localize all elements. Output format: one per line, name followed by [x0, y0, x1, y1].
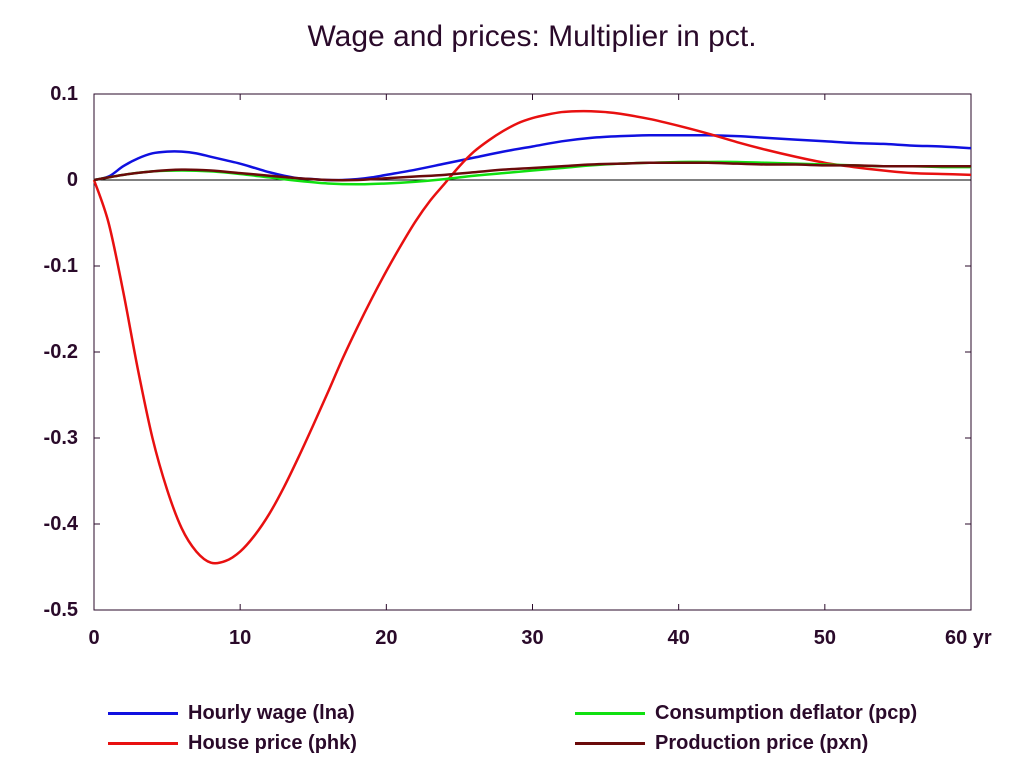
- y-tick-label: -0.2: [44, 341, 78, 363]
- y-tick-label: 0.1: [50, 83, 78, 105]
- x-tick-label: 0: [88, 627, 99, 649]
- series-line: [92, 109, 972, 565]
- legend-label: House price (phk): [188, 731, 357, 754]
- y-tick-label: -0.1: [44, 255, 78, 277]
- legend-swatch: [108, 711, 178, 715]
- axis-ticks: 0.1 0 -0.1 -0.2 -0.3 -0.4 -0.5 0 10 20 30 40 50 60 yr: [44, 83, 992, 649]
- legend-item-hourly-wage: Hourly wage (lna): [108, 700, 355, 726]
- x-tick-label: 20: [375, 627, 397, 649]
- y-tick-label: -0.5: [44, 599, 78, 621]
- legend-item-house-price: House price (phk): [108, 730, 357, 756]
- series-line: [93, 161, 971, 182]
- series-line: [93, 133, 972, 182]
- x-tick-label: 50: [814, 627, 836, 649]
- series-group: [92, 109, 972, 565]
- legend-swatch: [108, 741, 178, 745]
- legend-item-consumption-deflator: Consumption deflator (pcp): [575, 700, 917, 726]
- x-tick-label: 10: [229, 627, 251, 649]
- legend-label: Hourly wage (lna): [188, 701, 355, 724]
- y-tick-label: -0.4: [44, 513, 79, 535]
- legend-label: Consumption deflator (pcp): [655, 701, 918, 724]
- y-tick-label: 0: [67, 169, 78, 191]
- legend-swatch: [575, 711, 645, 715]
- legend-swatch: [575, 741, 645, 745]
- y-tick-label: -0.3: [44, 427, 78, 449]
- chart-title: Wage and prices: Multiplier in pct.: [307, 20, 757, 53]
- legend-label: Production price (pxn): [655, 731, 869, 754]
- x-tick-label: 40: [668, 627, 690, 649]
- x-tick-label: 30: [521, 627, 543, 649]
- legend-item-production-price: Production price (pxn): [575, 730, 868, 756]
- x-tick-label: 60 yr: [945, 627, 992, 649]
